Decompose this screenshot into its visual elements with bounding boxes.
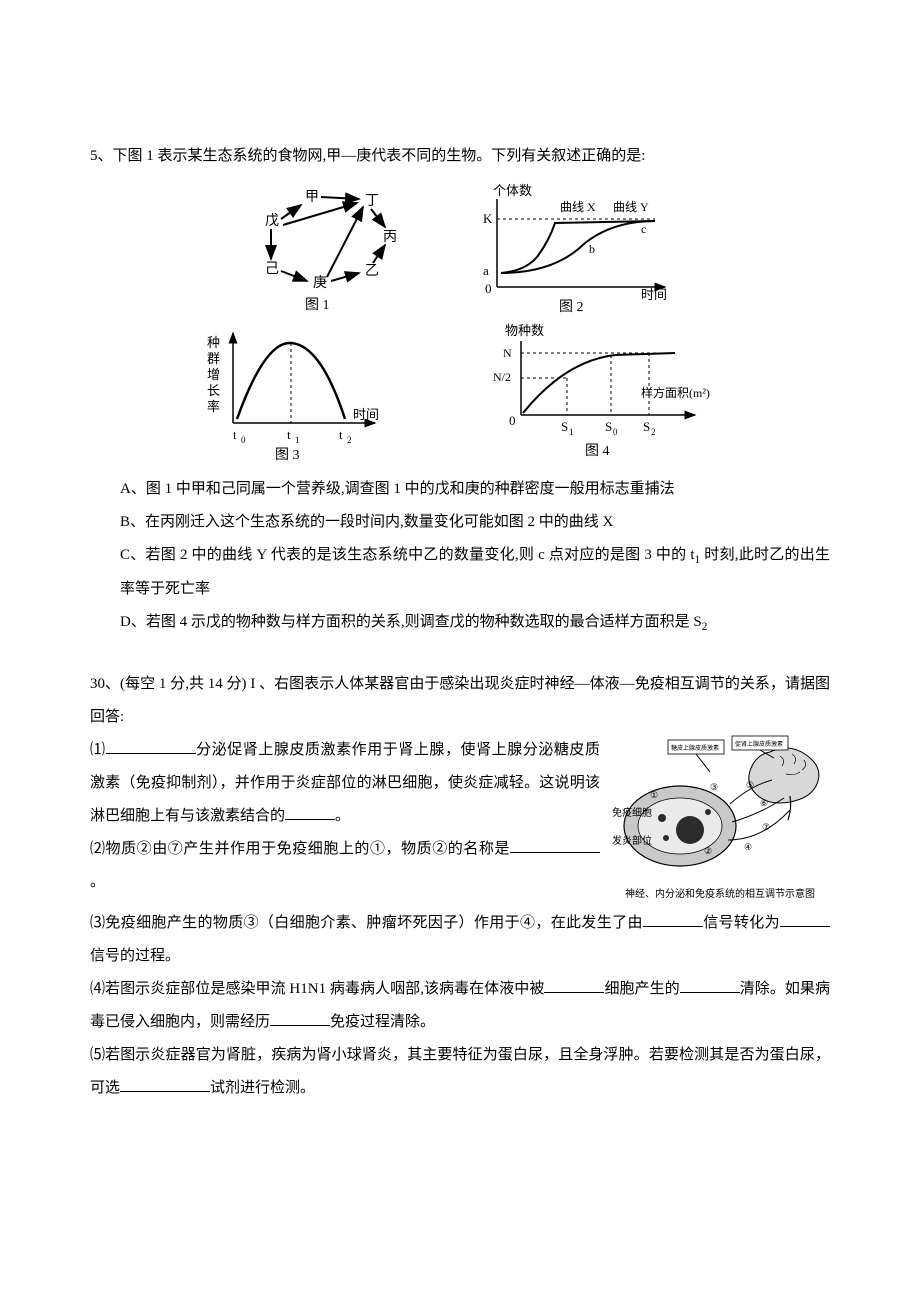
q5-opt-b: B、在丙刚迁入这个生态系统的一段时间内,数量变化可能如图 2 中的曲线 X [90,506,830,539]
node-geng: 庚 [313,275,327,291]
c4-S0: S [605,419,612,434]
q5-opt-c: C、若图 2 中的曲线 Y 代表的是该生态系统中乙的数量变化,则 c 点对应的是… [90,539,830,606]
q30-p1-end: 。 [335,808,350,824]
fig2-label: 图 2 [559,300,584,313]
q30-stem: 30、(每空 1 分,共 14 分) I 、右图表示人体某器官由于感染出现炎症时… [90,668,830,734]
blank-input[interactable] [120,1074,210,1092]
c4-S2s: 2 [651,427,656,437]
node-ji: 己 [265,262,279,277]
svg-text:③: ③ [710,782,718,792]
c2-c: c [641,222,646,236]
c3-t2s: 2 [347,435,352,445]
c2-ylabel: 个体数 [493,183,532,198]
c4-xlabel: 样方面积(m²) [641,385,710,400]
svg-text:⑦: ⑦ [762,822,770,832]
c3-yl2: 群 [207,351,220,366]
foodweb-diagram: 甲 丁 戊 丙 己 乙 庚 图 1 [235,183,415,313]
blank-input[interactable] [510,835,600,853]
c2-a: a [483,263,489,278]
c2-curveY: 曲线 Y [613,200,649,214]
q5-optc-pre: C、若图 2 中的曲线 Y 代表的是该生态系统中乙的数量变化,则 c 点对应的是… [120,547,695,563]
c3-t0s: 0 [241,435,246,445]
blank-input[interactable] [270,1008,330,1026]
q30-label-site: 发炎部位 [612,834,652,847]
c2-xlabel: 时间 [641,287,667,302]
c3-xlabel: 时间 [353,407,379,422]
c2-curveX: 曲线 X [560,200,596,214]
question-30: 30、(每空 1 分,共 14 分) I 、右图表示人体某器官由于感染出现炎症时… [90,668,830,1105]
blank-input[interactable] [643,909,703,927]
c3-yl1: 种 [207,335,220,350]
node-bing: 丙 [383,230,397,245]
c2-zero: 0 [485,281,492,296]
blank-input[interactable] [285,802,335,820]
q30-p5-b: 试剂进行检测。 [210,1080,315,1096]
c4-Nhalf: N/2 [493,370,511,384]
svg-text:④: ④ [744,842,752,852]
q30-p4-d: 免疫过程清除。 [330,1014,435,1030]
q30-p2-end: 。 [90,874,105,890]
fig1-label: 图 1 [305,298,330,313]
c3-yl3: 增 [207,367,220,382]
blank-input[interactable] [544,975,604,993]
q5-optd-sub: 2 [702,621,708,633]
q30-p3-c: 信号的过程。 [90,948,180,964]
c3-t1s: 1 [295,435,300,445]
c4-zero: 0 [509,413,516,428]
blank-input[interactable] [680,975,740,993]
c4-ylabel: 物种数 [505,323,544,338]
q30-p5: ⑸若图示炎症器官为肾脏，疾病为肾小球肾炎，其主要特征为蛋白尿，且全身浮肿。若要检… [90,1039,830,1105]
node-ding: 丁 [365,194,379,209]
svg-text:⑥: ⑥ [760,798,768,808]
q30-side-figure: 糖皮上腺皮质激素 促肾上腺皮质激素 ⑤ ⑥ ⑦ ③ ② ① [610,734,830,901]
node-wu: 戊 [265,213,279,229]
q30-side-caption: 神经、内分泌和免疫系统的相互调节示意图 [610,888,830,901]
svg-text:②: ② [704,846,712,856]
q5-stem: 5、下图 1 表示某生态系统的食物网,甲—庚代表不同的生物。下列有关叙述正确的是… [90,140,830,173]
q5-opt-a: A、图 1 中甲和己同属一个营养级,调查图 1 中的戊和庚的种群密度一般用标志重… [90,473,830,506]
q30-p4-b: 细胞产生的 [604,981,679,997]
svg-text:⑤: ⑤ [746,780,754,790]
node-yi: 乙 [365,263,379,279]
chart-4: 物种数 N N/2 0 S 1 S 0 S [475,323,715,463]
svg-text:①: ① [650,790,658,800]
svg-text:促肾上腺皮质激素: 促肾上腺皮质激素 [735,740,783,748]
fig3-label: 图 3 [275,448,300,463]
c4-S1: S [561,419,568,434]
q30-p3: ⑶免疫细胞产生的物质③（白细胞介素、肿瘤坏死因子）作用于④，在此发生了由 信号转化… [90,907,830,973]
fig4-label: 图 4 [585,444,610,459]
c3-yl5: 率 [207,399,220,414]
svg-text:糖皮上腺皮质激素: 糖皮上腺皮质激素 [671,744,719,752]
c3-yl4: 长 [207,383,220,398]
q30-p4: ⑷若图示炎症部位是感染甲流 H1N1 病毒病人咽部,该病毒在体液中被细胞产生的清… [90,973,830,1039]
q30-p3-a: ⑶免疫细胞产生的物质③（白细胞介素、肿瘤坏死因子）作用于④，在此发生了由 [90,915,643,931]
chart-3: 种 群 增 长 率 t 0 t 1 t 2 时间 图 3 [205,323,395,463]
q5-diagram-row-1: 甲 丁 戊 丙 己 乙 庚 图 1 [90,183,830,313]
q5-optd-pre: D、若图 4 示戊的物种数与样方面积的关系,则调查戊的物种数选取的最合适样方面积… [120,614,702,630]
c4-S2: S [643,419,650,434]
c3-t2: t [339,427,343,442]
c4-N: N [503,346,512,360]
blank-input[interactable] [780,909,830,927]
q30-p3-b: 信号转化为 [703,915,780,931]
q30-p2-body: ⑵物质②由⑦产生并作用于免疫细胞上的①，物质②的名称是 [90,841,510,857]
q30-p4-a: ⑷若图示炎症部位是感染甲流 H1N1 病毒病人咽部,该病毒在体液中被 [90,981,544,997]
question-5: 5、下图 1 表示某生态系统的食物网,甲—庚代表不同的生物。下列有关叙述正确的是… [90,140,830,640]
c3-t0: t [233,427,237,442]
q30-p1-label: ⑴ [90,742,106,758]
c4-S0s: 0 [613,427,618,437]
q30-label-cell: 免疫细胞 [612,806,652,819]
c3-t1: t [287,427,291,442]
c2-b: b [589,242,595,256]
q5-opt-d: D、若图 4 示戊的物种数与样方面积的关系,则调查戊的物种数选取的最合适样方面积… [90,606,830,640]
blank-input[interactable] [106,736,196,754]
q5-diagram-row-2: 种 群 增 长 率 t 0 t 1 t 2 时间 图 3 [90,323,830,463]
c2-K: K [483,211,493,226]
c4-S1s: 1 [569,427,574,437]
node-jia: 甲 [305,190,319,205]
chart-2: 个体数 K a 0 曲线 X 曲线 Y b c 时间 图 2 [455,183,685,313]
